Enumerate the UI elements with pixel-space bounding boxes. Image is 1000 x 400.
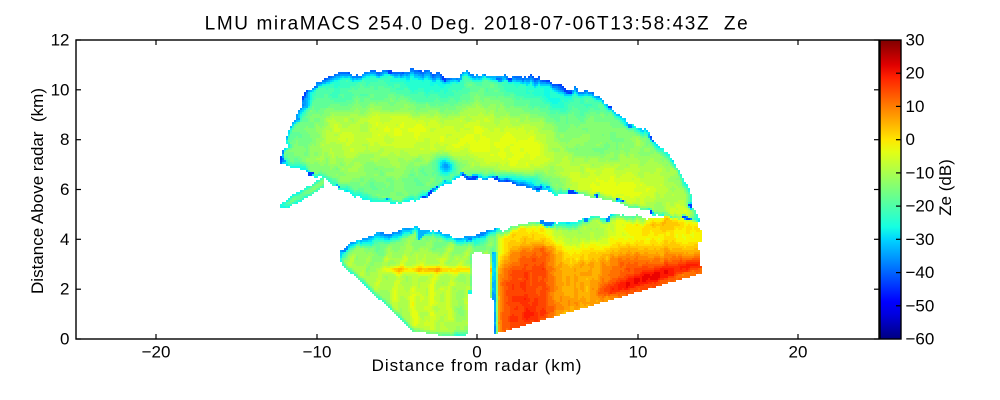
svg-text:−60: −60 — [906, 330, 935, 349]
svg-text:12: 12 — [51, 31, 70, 50]
svg-text:Ze (dB): Ze (dB) — [936, 159, 955, 216]
svg-text:Distance Above radar (km): Distance Above radar (km) — [28, 88, 47, 294]
svg-text:30: 30 — [906, 31, 925, 50]
svg-text:10: 10 — [629, 342, 648, 361]
svg-text:−20: −20 — [142, 342, 171, 361]
svg-text:10: 10 — [51, 80, 70, 99]
svg-text:6: 6 — [60, 180, 69, 199]
svg-text:10: 10 — [906, 97, 925, 116]
svg-text:−50: −50 — [906, 296, 935, 315]
svg-text:−10: −10 — [906, 163, 935, 182]
svg-text:−20: −20 — [906, 197, 935, 216]
svg-text:8: 8 — [60, 130, 69, 149]
svg-text:0: 0 — [472, 342, 481, 361]
svg-text:−10: −10 — [303, 342, 332, 361]
svg-text:−30: −30 — [906, 230, 935, 249]
svg-text:LMU miraMACS 254.0 Deg. 2018-0: LMU miraMACS 254.0 Deg. 2018-07-06T13:58… — [205, 13, 750, 34]
svg-text:20: 20 — [789, 342, 808, 361]
svg-text:20: 20 — [906, 64, 925, 83]
svg-text:−40: −40 — [906, 263, 935, 282]
svg-text:Distance from radar (km): Distance from radar (km) — [372, 356, 583, 375]
svg-text:0: 0 — [60, 330, 69, 349]
svg-text:4: 4 — [60, 230, 69, 249]
svg-text:2: 2 — [60, 280, 69, 299]
svg-text:0: 0 — [906, 130, 915, 149]
